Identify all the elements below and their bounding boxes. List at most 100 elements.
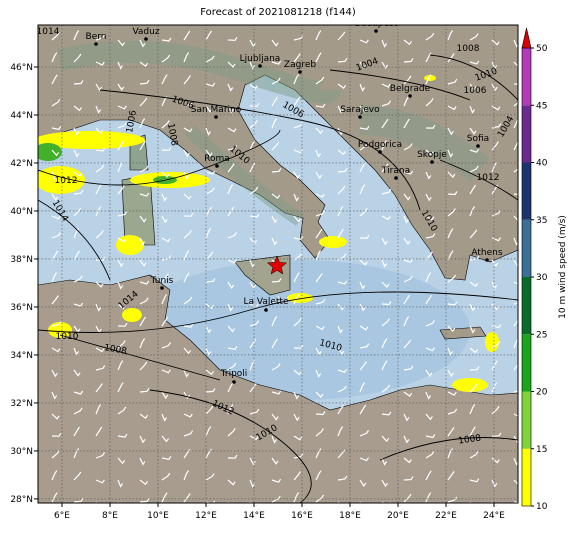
wind-barb [51, 250, 59, 261]
wind-barb [469, 347, 478, 354]
wind-barb [469, 383, 478, 393]
wind-barb [381, 215, 391, 221]
lat-tick-label: 40°N [10, 207, 33, 217]
city-label: Ljubljana [240, 54, 281, 64]
wind-barb [315, 448, 322, 459]
colorbar-tick-label: 50 [536, 44, 548, 54]
wind-barb [271, 435, 277, 444]
wind-barb [117, 360, 124, 371]
wind-barb [513, 118, 518, 129]
wind-barb [425, 434, 436, 439]
wind-barb [359, 125, 370, 130]
wind-barb [183, 101, 194, 107]
wind-barb [139, 435, 146, 444]
wind-barb [51, 295, 59, 305]
city-dot [214, 115, 218, 119]
wind-barb [51, 125, 62, 130]
isobar-label: 1012 [477, 173, 500, 183]
wind-barb [73, 171, 83, 178]
wind-barb [447, 448, 453, 459]
wind-barb [447, 105, 457, 111]
wind-barb [315, 149, 322, 158]
map-frame [37, 24, 519, 504]
wind-barb [381, 301, 392, 306]
city-dot [485, 258, 489, 262]
wind-barb [447, 208, 456, 217]
wind-barb [491, 281, 498, 290]
wind-barb [51, 391, 58, 400]
wind-barb [139, 237, 145, 246]
city-label: Tripoli [220, 369, 248, 379]
colorbar: 10 15 20 25 30 35 40 45 50 [521, 27, 548, 512]
wind-barb [139, 498, 150, 503]
wind-barb [315, 228, 323, 239]
wind-barb [161, 215, 168, 224]
colorbar-extend [521, 27, 532, 49]
wind-barb [161, 492, 168, 503]
wind-barb [403, 457, 412, 464]
wind-barb [139, 457, 146, 466]
wind-barb [51, 369, 58, 378]
alps-shading [57, 41, 341, 104]
wind-barb [183, 296, 193, 305]
lat-tick-label: 46°N [10, 63, 33, 73]
wind-barb [205, 277, 216, 283]
wind-barb [161, 237, 171, 243]
wind-barb [249, 39, 256, 48]
wind-barb [227, 232, 237, 239]
wind-barb [205, 405, 214, 415]
wind-barb [293, 492, 300, 503]
wind-barb [117, 211, 128, 217]
wind-barb [513, 479, 518, 486]
isobar [429, 54, 518, 101]
wind-barb [73, 149, 80, 158]
wind-barb [249, 83, 258, 90]
wind-barb [139, 479, 148, 486]
wind-barb [51, 193, 59, 202]
city-label: Roma [204, 154, 230, 164]
wind-barb [161, 369, 171, 374]
wind-barb [73, 250, 80, 261]
wind-barb [205, 369, 214, 376]
isobars [38, 54, 518, 503]
wind-barb [337, 426, 344, 437]
wind-barb [227, 281, 235, 290]
wind-barb [469, 105, 475, 114]
wind-barb [227, 303, 234, 312]
city-label: Tunis [150, 276, 174, 286]
isobar [38, 291, 518, 333]
wind-barb [447, 78, 458, 85]
wind-barb [95, 184, 102, 195]
city-dot [374, 29, 378, 33]
wind-barb [161, 294, 168, 305]
wind-barb [513, 363, 518, 371]
colorbar-segment [522, 277, 531, 335]
wind-barb [359, 259, 368, 266]
wind-barb [95, 426, 103, 437]
wind-barb [359, 404, 367, 415]
wind-barb [359, 234, 370, 239]
wind-barb [271, 478, 282, 483]
wind-barb [249, 61, 256, 70]
wind-barb [139, 297, 149, 305]
wind-barb [139, 215, 147, 223]
isobar-label: 1006 [464, 86, 487, 96]
wind-barb [403, 339, 412, 349]
wind-barb [139, 39, 146, 48]
wind-barb [95, 206, 102, 217]
isobar-label: 1014 [37, 27, 60, 37]
wind-barb [183, 493, 191, 503]
wind-barb [293, 413, 300, 422]
wind-barb [227, 163, 235, 173]
wind-barb [117, 61, 124, 70]
wind-barb [227, 479, 236, 486]
wind-barb [315, 369, 322, 378]
wind-barb [359, 325, 369, 331]
colorbar-tick-label: 15 [536, 445, 547, 455]
wind-barb [469, 325, 476, 334]
wind-barb [337, 385, 347, 393]
lat-tick-label: 32°N [10, 399, 33, 409]
wind-barb [95, 164, 105, 173]
lon-tick-label: 22°E [435, 511, 457, 521]
